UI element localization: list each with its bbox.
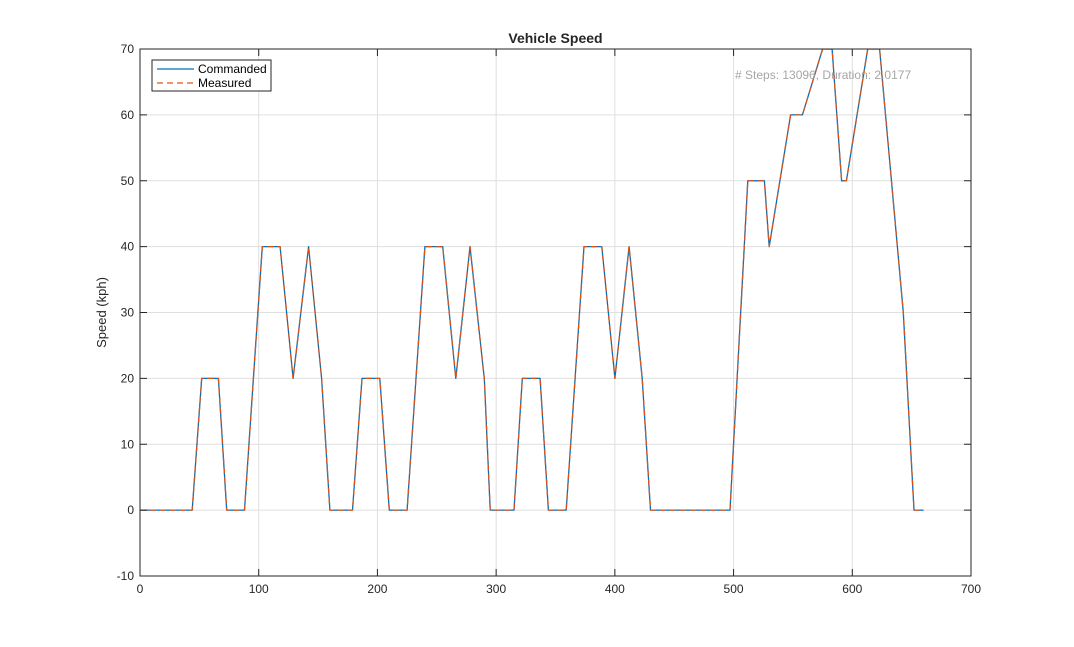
y-axis-label: Speed (kph) [94,277,109,348]
series-layer [140,49,924,511]
series-line-measured [140,49,924,511]
x-tick-label: 0 [137,582,144,596]
y-tick-label: 70 [121,42,135,56]
x-tick-label: 100 [249,582,269,596]
y-tick-label: 50 [121,174,135,188]
y-tick-label: 30 [121,306,135,320]
x-tick-label: 600 [842,582,862,596]
x-tick-label: 300 [486,582,506,596]
x-tick-label: 400 [605,582,625,596]
chart-title: Vehicle Speed [508,30,602,46]
legend-box [151,59,272,92]
y-tick-label: 60 [121,108,135,122]
x-tick-label: 200 [367,582,387,596]
y-tick-label: -10 [117,569,135,583]
axis-ticks [139,48,972,577]
x-tick-label: 700 [961,582,981,596]
steps-duration-annotation: # Steps: 13096, Duration: 2.0177 [735,68,911,82]
y-tick-label: 0 [127,503,134,517]
y-tick-label: 40 [121,240,135,254]
legend-label-commanded: Commanded [198,62,267,76]
legend-label-measured: Measured [198,76,251,90]
x-tick-label: 500 [724,582,744,596]
y-tick-label: 20 [121,371,135,385]
y-tick-label: 10 [121,437,135,451]
